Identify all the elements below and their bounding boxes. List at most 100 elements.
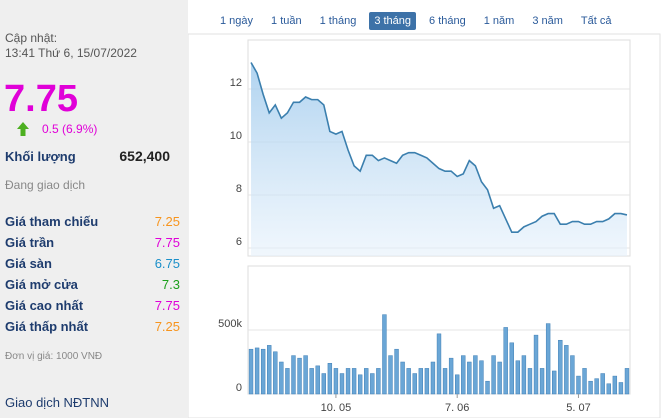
up-arrow: [17, 122, 29, 136]
volume-bar: [612, 375, 618, 395]
row-label: Giá tham chiếu: [5, 214, 99, 229]
volume-bar: [406, 368, 411, 395]
row-label: Giá sàn: [5, 256, 52, 271]
update-time: 13:41 Thứ 6, 15/07/2022: [5, 46, 137, 60]
volume-bar: [327, 363, 333, 395]
x-tick-label: 10. 05: [321, 402, 352, 414]
volume-bar: [527, 368, 533, 395]
y-tick-label: 0: [236, 382, 242, 394]
volume-bar: [485, 380, 490, 395]
volume-bar: [267, 345, 272, 395]
volume-bar: [351, 368, 357, 395]
volume-bar: [370, 373, 375, 395]
volume-bar: [491, 355, 496, 395]
range-tab[interactable]: 1 ngày: [220, 15, 254, 27]
volume-bar: [285, 368, 290, 395]
volume-bar: [479, 360, 484, 395]
volume-bar: [594, 378, 599, 395]
volume-bar: [600, 373, 605, 395]
volume-bar: [521, 355, 527, 395]
volume-bar: [558, 339, 563, 395]
volume-bar: [539, 368, 545, 395]
volume-bar: [430, 361, 436, 395]
sidebar: Cập nhật: 13:41 Thứ 6, 15/07/2022 7.75 0…: [0, 0, 188, 418]
range-tab[interactable]: 1 tháng: [319, 15, 357, 27]
row-label: Giá thấp nhất: [5, 319, 89, 334]
volume-bar: [448, 357, 454, 395]
volume-bar: [248, 348, 254, 395]
price-area: [251, 62, 627, 257]
volume-bar: [424, 368, 430, 395]
price: 7.75: [4, 78, 78, 120]
volume-bar: [467, 361, 472, 395]
row-label: Giá mở cửa: [5, 277, 78, 292]
volume-bar: [388, 355, 393, 395]
volume-bar: [545, 323, 551, 395]
range-tab[interactable]: 1 năm: [483, 15, 515, 27]
volume-bar: [394, 348, 399, 395]
volume-bar: [297, 357, 302, 395]
range-tab[interactable]: 6 tháng: [429, 15, 466, 27]
price-line: [250, 62, 628, 233]
y-tick-label: 8: [236, 183, 242, 195]
volume-bar: [497, 361, 502, 395]
volume-bar: [570, 355, 575, 395]
range-tab[interactable]: 1 tuần: [271, 15, 302, 27]
volume-bar: [382, 314, 387, 395]
volume-bar: [503, 327, 508, 395]
volume-bar: [412, 373, 417, 395]
volume-bar: [345, 368, 351, 395]
volume: 652,400: [119, 148, 170, 164]
range-tab[interactable]: 3 tháng: [369, 12, 417, 30]
volume-bar: [279, 361, 284, 395]
volume-bar: [618, 382, 624, 395]
row-value: 7.75: [154, 298, 180, 313]
volume-bar: [461, 355, 466, 395]
row-value: 7.75: [154, 235, 180, 250]
y-tick-label: 500k: [218, 318, 242, 330]
unit-note: Đơn vị giá: 1000 VNĐ: [5, 351, 103, 362]
volume-bar: [260, 348, 266, 395]
volume-bar: [564, 345, 569, 395]
volume-bar: [436, 333, 442, 395]
volume-bar: [303, 355, 308, 395]
volume-bar: [376, 368, 381, 395]
volume-bar: [357, 374, 363, 395]
row-value: 6.75: [154, 256, 180, 271]
chart: 6 8 10 12 0 500k 10. 05 7. 06 5. 07: [188, 33, 661, 418]
volume-bar: [418, 368, 423, 395]
foreign-trade[interactable]: Giao dịch NĐTNN: [5, 395, 110, 410]
volume-bar: [442, 368, 448, 395]
x-tick-label: 7. 06: [445, 402, 469, 414]
volume-bar: [515, 360, 521, 395]
range-tab[interactable]: 3 năm: [532, 15, 563, 27]
volume-bar: [455, 374, 460, 395]
volume-label: Khối lượng: [5, 149, 76, 164]
range-tab[interactable]: Tất cả: [580, 15, 612, 27]
x-tick-label: 5. 07: [566, 402, 590, 414]
row-label: Giá trần: [5, 235, 55, 250]
volume-bar: [400, 361, 405, 395]
update-label: Cập nhật:: [5, 31, 58, 45]
volume-bar: [606, 383, 611, 395]
volume-bar: [588, 380, 593, 395]
volume-bar: [315, 365, 320, 395]
volume-bar: [582, 368, 587, 395]
row-label: Giá cao nhất: [5, 298, 84, 313]
volume-bar: [309, 368, 314, 395]
volume-bar: [576, 375, 581, 395]
volume-bar: [339, 373, 345, 395]
row-value: 7.25: [154, 214, 180, 229]
row-value: 7.3: [161, 277, 180, 292]
row-value: 7.25: [154, 319, 180, 334]
y-tick-label: 6: [236, 236, 242, 248]
volume-bar: [364, 368, 369, 395]
volume-bar: [333, 368, 339, 395]
price-change: 0.5 (6.9%): [42, 122, 98, 136]
volume-bar: [291, 355, 296, 395]
volume-bar: [473, 355, 478, 395]
volume-bar: [273, 351, 278, 395]
y-tick-label: 10: [230, 130, 242, 142]
volume-bar: [509, 342, 514, 395]
